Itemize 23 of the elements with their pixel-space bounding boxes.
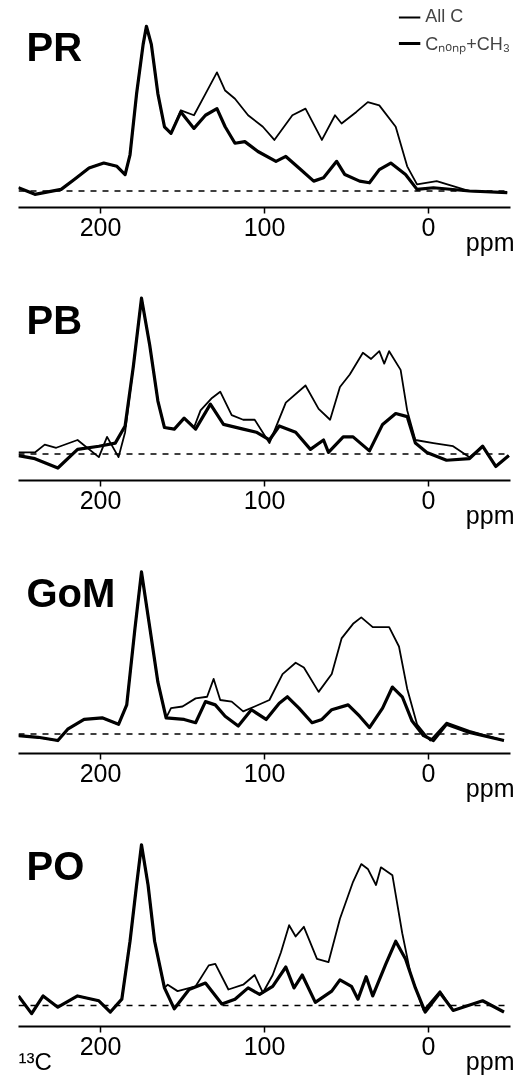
chart-title: PO: [26, 843, 85, 888]
chart-title: PB: [26, 297, 83, 342]
x-tick-label: 100: [243, 758, 286, 787]
legend-label: Cₙₒₙₚ+CH₃: [425, 33, 510, 55]
x-tick-label: 0: [421, 212, 436, 241]
x-tick-label: 200: [79, 485, 122, 514]
x-tick-label: 100: [243, 1031, 286, 1060]
legend-label: All C: [425, 6, 464, 27]
x-tick-label: 200: [79, 1031, 122, 1060]
x-tick-label: 100: [243, 485, 286, 514]
x-axis-title: ppm: [465, 1046, 515, 1075]
x-axis-title: ppm: [465, 773, 515, 802]
x-tick-label: 200: [79, 212, 122, 241]
x-axis-title: ppm: [465, 500, 515, 529]
x-tick-label: 0: [421, 1031, 436, 1060]
x-axis-title: ppm: [465, 227, 515, 256]
chart-title: PR: [26, 24, 83, 69]
x-tick-label: 0: [421, 485, 436, 514]
x-tick-label: 100: [243, 212, 286, 241]
x-tick-label: 200: [79, 758, 122, 787]
text: ¹³C: [18, 1047, 52, 1075]
chart-title: GoM: [26, 570, 116, 615]
x-tick-label: 0: [421, 758, 436, 787]
